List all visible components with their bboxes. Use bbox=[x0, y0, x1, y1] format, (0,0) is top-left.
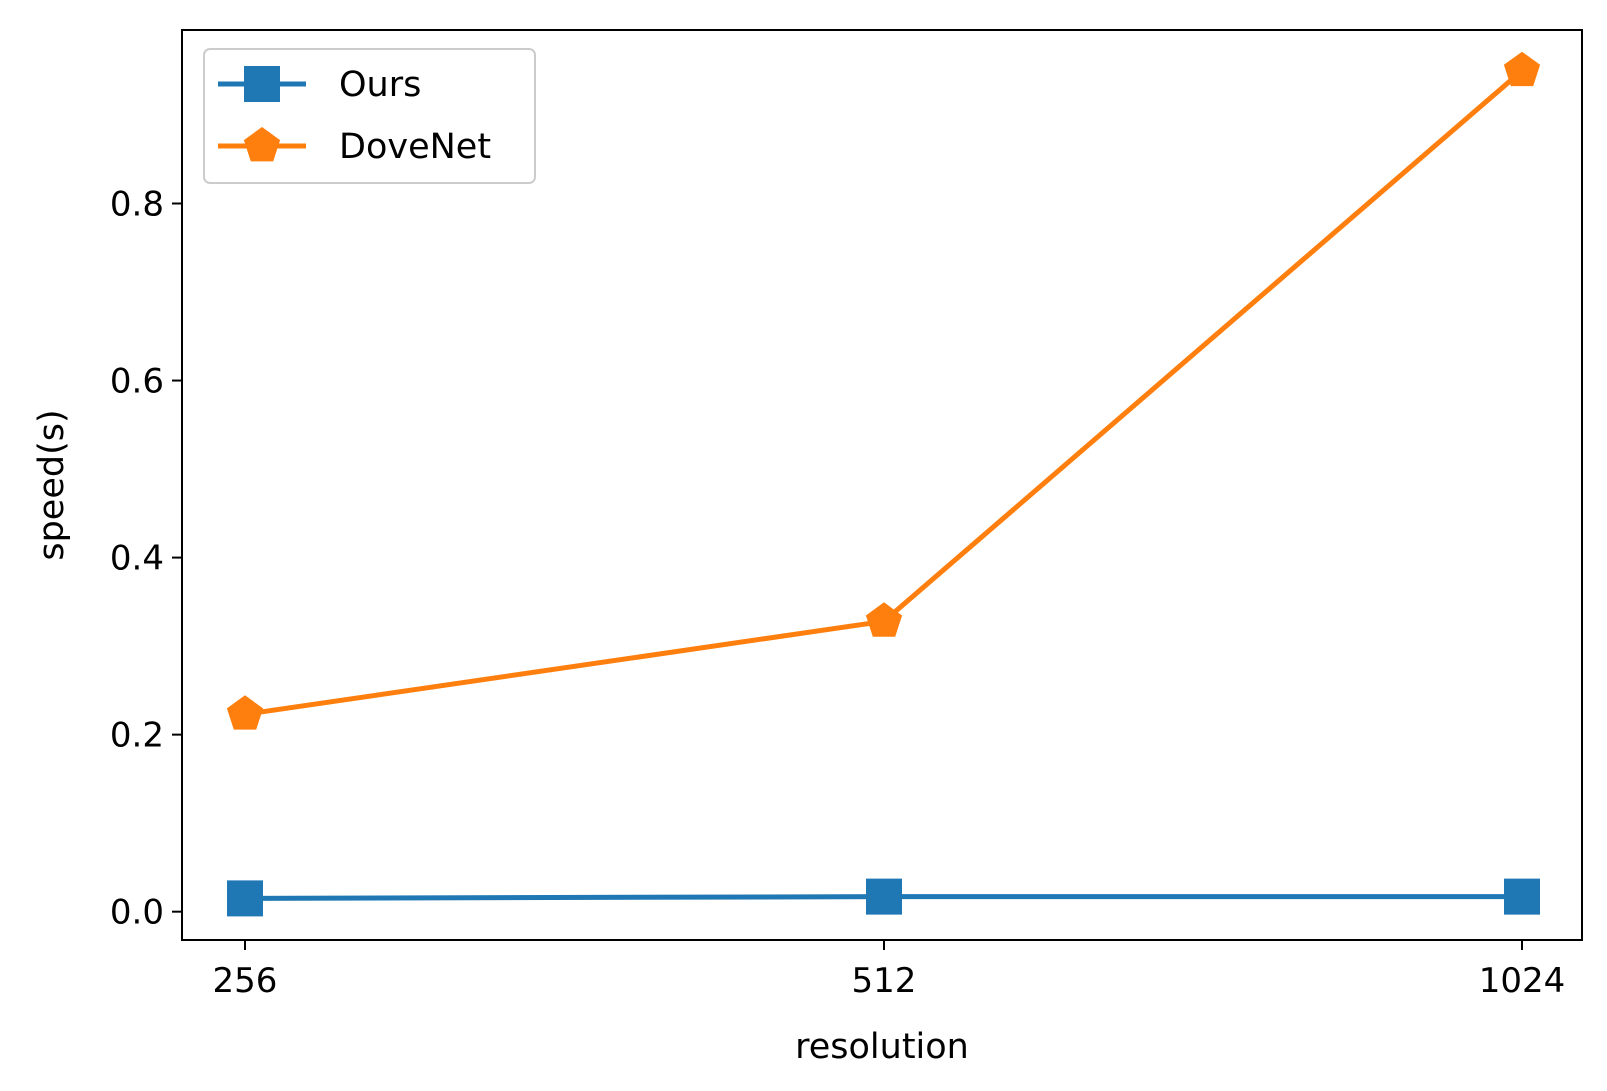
ticks-layer: 256 512 1024 0.0 0.2 0.4 0.6 0.8 bbox=[110, 185, 1565, 1001]
y-tick-label: 0.6 bbox=[110, 362, 164, 402]
x-tick-label: 256 bbox=[213, 961, 278, 1001]
y-tick-label: 0.8 bbox=[110, 185, 164, 225]
legend-item-dovenet: DoveNet bbox=[218, 127, 491, 167]
legend-item-ours: Ours bbox=[218, 65, 421, 105]
x-axis-label: resolution bbox=[795, 1027, 969, 1067]
legend-marker-square bbox=[244, 66, 280, 102]
data-point-dovenet-1024 bbox=[1503, 51, 1541, 87]
data-point-dovenet-256 bbox=[226, 695, 264, 730]
y-tick-label: 0.4 bbox=[110, 539, 164, 579]
y-axis-label: speed(s) bbox=[32, 409, 72, 560]
series-layer bbox=[226, 51, 1541, 917]
series-ours bbox=[227, 878, 1540, 917]
x-tick-label: 1024 bbox=[1479, 961, 1566, 1001]
data-point-dovenet-512 bbox=[865, 602, 903, 637]
data-point-ours-1024 bbox=[1504, 878, 1540, 915]
legend: Ours DoveNet bbox=[203, 48, 536, 184]
x-tick-label: 512 bbox=[852, 961, 917, 1001]
series-dovenet bbox=[226, 51, 1541, 730]
legend-label: Ours bbox=[339, 65, 421, 105]
y-tick-label: 0.0 bbox=[110, 893, 164, 933]
data-point-ours-512 bbox=[866, 878, 902, 915]
data-point-ours-256 bbox=[227, 880, 263, 917]
legend-label: DoveNet bbox=[339, 127, 491, 167]
plot-frame bbox=[181, 29, 1583, 941]
y-tick-label: 0.2 bbox=[110, 716, 164, 756]
legend-marker-pentagon bbox=[243, 127, 281, 162]
